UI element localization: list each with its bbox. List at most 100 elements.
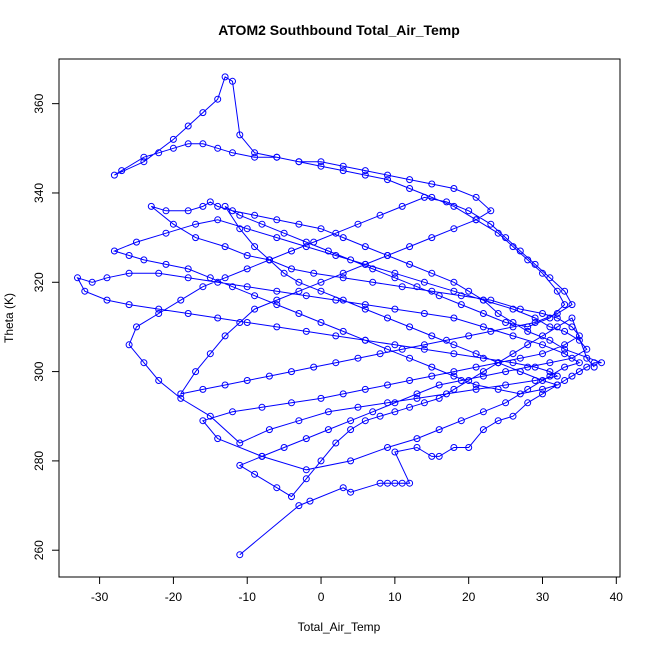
data-point [502,319,510,326]
data-point [236,131,244,139]
data-point [280,269,288,277]
data-point [428,332,436,340]
x-tick-label: 20 [462,590,476,604]
data-point [251,149,259,157]
data-point [398,479,406,487]
data-point [192,368,200,376]
data-point [155,269,163,277]
data-point [140,256,148,264]
data-point [251,470,259,478]
data-point [369,278,377,286]
data-point [184,274,192,282]
data-point [133,323,140,331]
data-point [295,417,303,425]
data-point [435,381,443,389]
data-point [406,354,414,362]
data-point [561,345,569,353]
data-point [347,417,355,425]
data-point [561,377,569,384]
y-tick-label: 260 [32,540,46,560]
data-point [317,394,325,402]
data-point [406,479,414,487]
data-point [125,269,133,277]
data-point [306,497,314,505]
data-point [317,319,325,326]
data-point [435,426,443,434]
data-point [384,252,391,259]
data-point [295,158,303,166]
data-point [339,167,347,175]
data-point [472,381,480,389]
plot-frame [58,58,621,578]
data-point [110,247,118,255]
data-point [361,167,369,175]
data-point [243,252,251,259]
data-point [391,341,399,349]
data-point [155,310,163,317]
data-point [384,171,391,179]
data-point [516,354,524,362]
data-point [516,305,524,313]
data-point [539,385,546,393]
data-point [339,484,347,492]
data-point [221,243,229,251]
data-point [81,287,89,295]
data-point [479,310,487,317]
data-point [561,363,569,371]
data-point [494,359,502,367]
data-point [428,269,436,277]
data-point [546,274,554,282]
data-point [273,153,281,161]
data-point [531,363,539,371]
data-point [103,274,111,282]
data-point [184,140,192,148]
data-point [598,359,605,367]
data-point [199,283,207,291]
data-point [339,296,347,304]
data-point [568,314,576,322]
data-point [332,252,340,259]
data-point [457,377,465,384]
data-point [553,323,561,331]
data-point [487,207,495,215]
data-point [413,394,421,402]
data-point [177,394,185,402]
data-point [450,225,458,233]
x-tick-label: -10 [239,590,257,604]
data-point [479,372,487,380]
data-point [568,372,576,380]
data-point [546,314,554,322]
data-point [450,368,458,376]
x-tick-label: -30 [91,590,109,604]
data-point [509,319,517,326]
data-point [413,435,421,443]
data-point [546,359,554,367]
x-axis-label: Total_Air_Temp [298,620,381,634]
data-point [420,278,428,286]
data-point [509,332,517,340]
data-point [229,283,236,291]
data-point [568,323,576,331]
data-point [450,278,458,286]
data-point [450,341,458,349]
data-point [288,368,295,376]
data-point [133,238,140,246]
data-point [199,385,207,393]
data-point [539,341,546,349]
data-point [539,310,546,317]
data-point [516,368,524,376]
data-point [568,354,576,362]
data-point [339,269,347,277]
data-point [561,327,569,335]
data-point [443,198,450,206]
data-point [428,193,436,201]
data-point [236,319,244,326]
data-point [553,314,561,322]
data-point [509,243,517,251]
data-point [391,269,399,277]
data-point [280,444,288,451]
data-point [450,444,458,451]
data-point [479,426,487,434]
data-point [420,345,428,353]
